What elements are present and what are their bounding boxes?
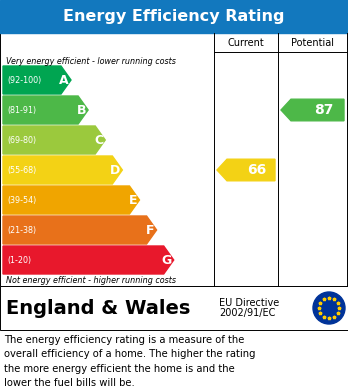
Bar: [0, 286, 348, 330]
Polygon shape: [3, 126, 105, 154]
Text: Very energy efficient - lower running costs: Very energy efficient - lower running co…: [6, 57, 176, 66]
Bar: [0, 0, 348, 33]
Text: A: A: [60, 74, 69, 86]
Polygon shape: [217, 159, 275, 181]
Text: England & Wales: England & Wales: [6, 298, 190, 317]
Text: C: C: [94, 133, 103, 147]
Text: (92-100): (92-100): [7, 75, 41, 84]
Polygon shape: [3, 246, 174, 274]
Text: G: G: [161, 253, 172, 267]
Text: EU Directive: EU Directive: [219, 298, 279, 308]
Text: 87: 87: [314, 103, 333, 117]
Text: Current: Current: [228, 38, 264, 47]
Text: F: F: [146, 224, 155, 237]
Text: Energy Efficiency Rating: Energy Efficiency Rating: [63, 9, 285, 24]
Text: 2002/91/EC: 2002/91/EC: [219, 308, 275, 318]
Polygon shape: [3, 156, 122, 184]
Text: (69-80): (69-80): [7, 136, 36, 145]
Text: E: E: [129, 194, 137, 206]
Polygon shape: [3, 216, 157, 244]
Polygon shape: [3, 96, 88, 124]
Circle shape: [313, 292, 345, 324]
Text: D: D: [110, 163, 120, 176]
Text: Not energy efficient - higher running costs: Not energy efficient - higher running co…: [6, 276, 176, 285]
Text: The energy efficiency rating is a measure of the
overall efficiency of a home. T: The energy efficiency rating is a measur…: [4, 335, 255, 388]
Text: (81-91): (81-91): [7, 106, 36, 115]
Text: (39-54): (39-54): [7, 196, 36, 204]
Bar: [0, 33, 348, 286]
Polygon shape: [281, 99, 344, 121]
Text: (55-68): (55-68): [7, 165, 36, 174]
Text: (1-20): (1-20): [7, 255, 31, 264]
Polygon shape: [3, 186, 140, 214]
Text: 66: 66: [247, 163, 267, 177]
Text: (21-38): (21-38): [7, 226, 36, 235]
Text: Potential: Potential: [291, 38, 334, 47]
Text: B: B: [77, 104, 86, 117]
Polygon shape: [3, 66, 71, 94]
